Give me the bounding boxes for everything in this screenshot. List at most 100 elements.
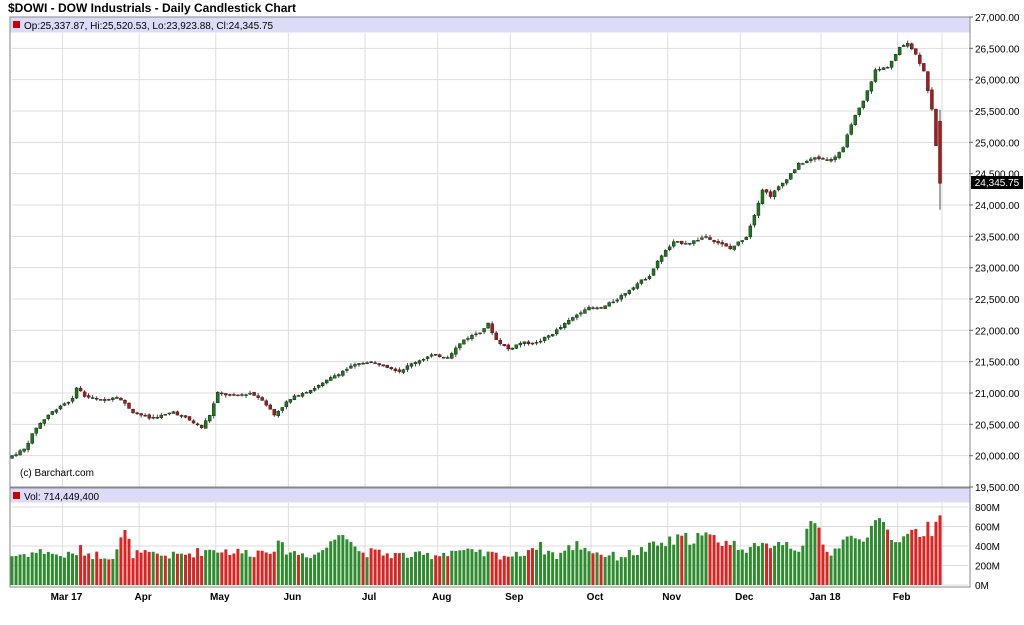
volume-bar-up <box>103 558 107 585</box>
date-tick-label: Apr <box>134 592 151 603</box>
candle-down <box>220 392 224 395</box>
volume-bar-down <box>99 558 103 585</box>
volume-bar-up <box>62 557 66 585</box>
candle-up <box>421 359 426 361</box>
volume-bar-up <box>752 543 756 585</box>
volume-info-text: Vol: 714,449,400 <box>24 492 100 503</box>
volume-bar-down <box>228 554 232 585</box>
volume-bar-up <box>619 557 623 585</box>
candle-up <box>14 454 18 456</box>
candle-down <box>99 399 103 401</box>
volume-bar-up <box>462 550 466 585</box>
price-tick-label: 25,000.00 <box>975 138 1020 149</box>
candle-up <box>62 403 67 406</box>
candle-down <box>437 354 442 358</box>
volume-bar-down <box>825 551 829 585</box>
volume-bar-up <box>341 534 345 585</box>
candle-up <box>58 405 63 410</box>
candle-down <box>885 67 890 69</box>
candle-up <box>458 343 462 349</box>
volume-bar-up <box>309 558 313 585</box>
candle-up <box>655 260 660 269</box>
volume-bar-up <box>522 555 526 585</box>
volume-bar-down <box>256 550 260 585</box>
volume-bar-down <box>127 538 131 585</box>
last-price-tag <box>971 176 1023 189</box>
date-tick-label: Sep <box>505 592 523 603</box>
volume-bar-up <box>353 546 357 585</box>
volume-bar-up <box>793 550 797 585</box>
candle-up <box>203 420 208 429</box>
candle-up <box>171 411 176 414</box>
volume-bar-up <box>837 548 841 585</box>
volume-bar-up <box>409 556 413 585</box>
volume-bar-up <box>71 553 75 585</box>
volume-bar-up <box>801 545 805 585</box>
date-tick-label: Dec <box>735 592 754 603</box>
volume-bar-up <box>805 528 809 585</box>
candle-down <box>922 63 926 72</box>
price-tick-label: 22,000.00 <box>975 326 1020 337</box>
candle-up <box>442 357 446 359</box>
candle-down <box>599 307 603 309</box>
candle-down <box>135 412 139 414</box>
volume-bar-down <box>765 543 769 585</box>
volume-bar-down <box>369 548 373 585</box>
candle-down <box>187 416 192 421</box>
volume-bar-up <box>305 557 309 585</box>
volume-bar-down <box>260 550 264 585</box>
volume-bar-up <box>50 553 54 585</box>
candle-up <box>809 158 813 162</box>
price-info-text: Op:25,337.87, Hi:25,520.53, Lo:23,923.88… <box>24 21 274 32</box>
volume-bar-down <box>434 555 438 585</box>
candle-down <box>910 43 914 50</box>
candle-up <box>429 354 434 357</box>
volume-bar-up <box>797 551 801 585</box>
volume-bar-up <box>474 551 478 585</box>
volume-bar-down <box>918 536 922 585</box>
candle-up <box>635 283 640 289</box>
candle-up <box>42 419 46 424</box>
volume-bar-down <box>680 535 684 585</box>
candle-down <box>131 409 135 414</box>
volume-bar-down <box>119 537 123 585</box>
volume-bar-down <box>147 551 151 585</box>
candle-up <box>676 241 680 243</box>
volume-tick-label: 600M <box>975 523 1000 534</box>
date-tick-label: Feb <box>893 592 911 603</box>
volume-bar-down <box>361 552 365 585</box>
volume-bar-up <box>514 551 518 585</box>
date-tick-label: May <box>210 592 230 603</box>
candle-down <box>256 395 260 398</box>
volume-bar-down <box>821 544 825 585</box>
volume-bar-up <box>248 556 252 585</box>
candle-up <box>889 60 894 68</box>
volume-bar-up <box>857 539 861 585</box>
price-candles <box>10 40 942 459</box>
candle-up <box>789 173 793 180</box>
price-panel-frame <box>9 16 971 488</box>
candle-down <box>825 159 829 161</box>
candle-up <box>813 157 817 160</box>
candle-up <box>567 320 571 325</box>
volume-bar-up <box>575 541 579 585</box>
volume-bar-down <box>135 550 139 585</box>
candle-up <box>732 245 736 250</box>
volume-bar-down <box>385 553 389 585</box>
candle-up <box>877 68 882 71</box>
candle-up <box>312 388 317 391</box>
candle-up <box>607 302 611 307</box>
volume-bar-up <box>611 551 615 585</box>
candle-up <box>70 397 75 402</box>
candle-up <box>647 275 652 280</box>
volume-bar-up <box>748 547 752 585</box>
volume-bars <box>10 515 942 585</box>
candle-up <box>643 278 648 281</box>
volume-bar-down <box>123 529 127 585</box>
volume-bar-down <box>192 557 196 585</box>
volume-bar-up <box>216 552 220 585</box>
candle-down <box>526 341 531 345</box>
volume-bar-up <box>571 550 575 585</box>
candle-up <box>873 69 878 82</box>
volume-bar-up <box>732 540 736 585</box>
